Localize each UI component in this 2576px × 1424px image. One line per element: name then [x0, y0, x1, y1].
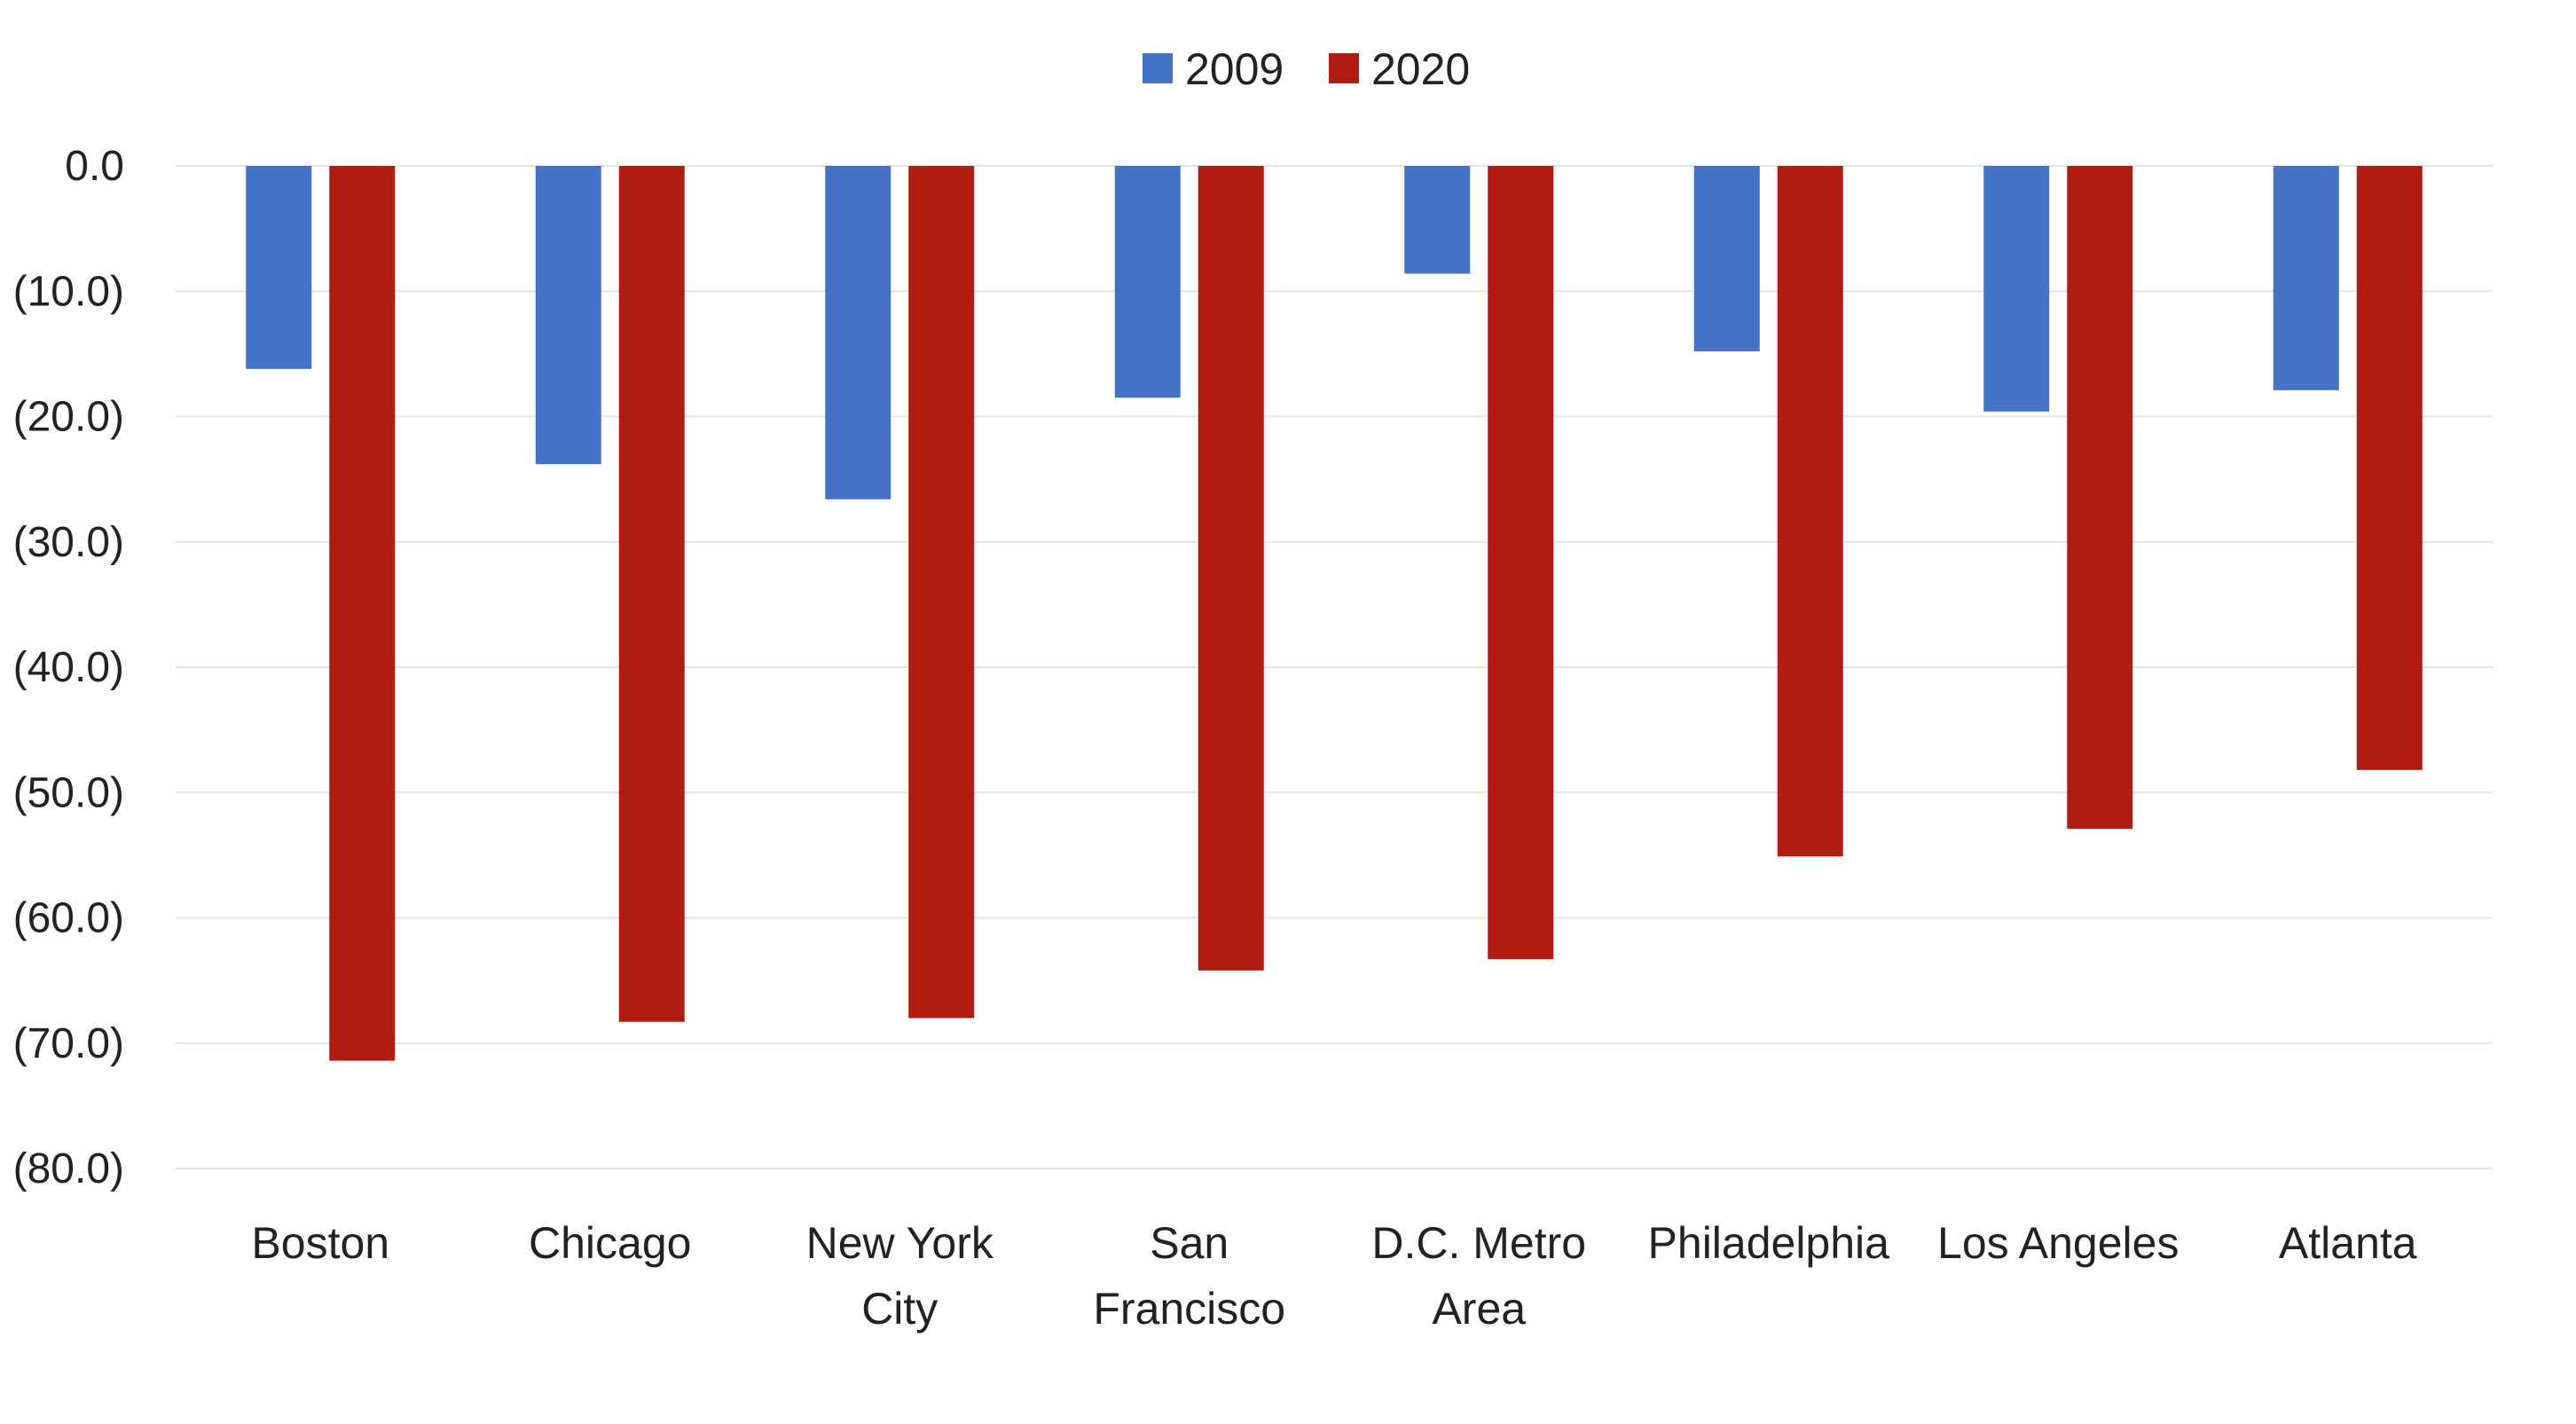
y-tick-label: (30.0) — [13, 519, 124, 566]
y-tick-label: (60.0) — [13, 895, 124, 942]
category-label: Chicago — [529, 1218, 691, 1268]
category-label: Atlanta — [2279, 1218, 2417, 1268]
bar-2020 — [1488, 166, 1554, 960]
bar-2020 — [1777, 166, 1843, 857]
bar-2009 — [246, 166, 312, 369]
y-tick-label: (40.0) — [13, 644, 124, 691]
bars — [246, 166, 2423, 1061]
y-tick-label: (20.0) — [13, 394, 124, 441]
legend-label: 2009 — [1185, 44, 1284, 94]
y-tick-label: (50.0) — [13, 769, 124, 816]
bar-2020 — [908, 166, 975, 1019]
y-axis-ticks: 0.0 (10.0) (20.0) (30.0) (40.0) (50.0) (60.0) (… — [13, 143, 124, 1192]
bar-2009 — [535, 166, 601, 465]
bar-2020 — [2067, 166, 2133, 830]
category-label: San — [1150, 1218, 1229, 1268]
y-tick-label: (80.0) — [13, 1145, 124, 1192]
bar-2009 — [1983, 166, 2050, 412]
x-axis-labels: Boston Chicago New York City San Francisco D.C… — [251, 1218, 2416, 1334]
bar-2009 — [1693, 166, 1760, 352]
category-label: Area — [1432, 1284, 1526, 1334]
bar-2020 — [2356, 166, 2423, 770]
category-label: Boston — [251, 1218, 389, 1268]
bar-2009 — [2273, 166, 2339, 390]
category-label: Francisco — [1093, 1284, 1285, 1334]
bar-2009 — [1404, 166, 1471, 274]
bar-2009 — [825, 166, 891, 500]
bar-2009 — [1114, 166, 1181, 398]
bar-2020 — [329, 166, 396, 1061]
y-tick-label: (10.0) — [13, 268, 124, 315]
legend-swatch — [1329, 53, 1359, 83]
legend-swatch — [1143, 53, 1173, 83]
category-label: City — [861, 1284, 938, 1334]
gridlines — [176, 165, 2493, 1169]
category-label: D.C. Metro — [1371, 1218, 1586, 1268]
legend: 2009 2020 — [1143, 44, 1470, 94]
bar-2020 — [618, 166, 685, 1022]
category-label: Los Angeles — [1937, 1218, 2179, 1268]
category-label: Philadelphia — [1648, 1218, 1890, 1268]
y-tick-label: 0.0 — [65, 143, 124, 190]
legend-label: 2020 — [1371, 44, 1470, 94]
bar-2020 — [1198, 166, 1264, 971]
category-label: New York — [806, 1218, 994, 1268]
y-tick-label: (70.0) — [13, 1020, 124, 1067]
